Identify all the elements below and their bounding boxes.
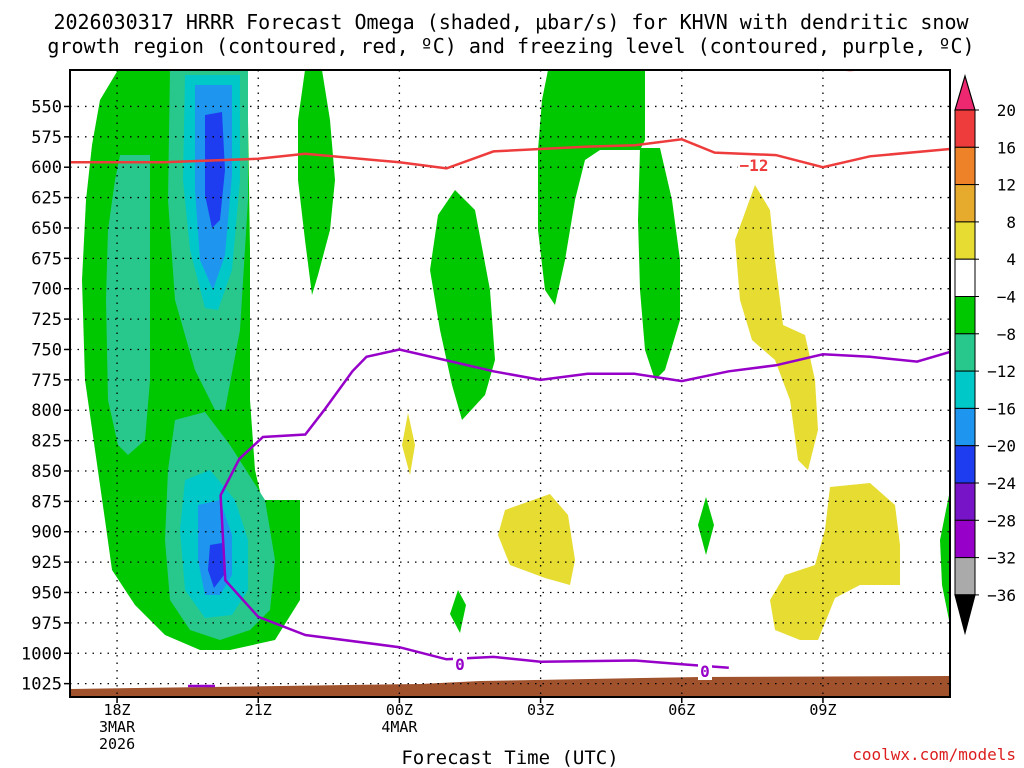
contour-label-bg-purple-1 xyxy=(453,657,467,673)
omega-region-green-edge xyxy=(940,490,950,625)
plot-frame xyxy=(69,69,951,698)
colorbar-swatch xyxy=(954,221,976,260)
chart-title-line2: growth region (contoured, red, ºC) and f… xyxy=(47,34,974,58)
omega-region-yellow-3 xyxy=(498,494,575,585)
colorbar-swatch xyxy=(954,296,976,335)
colorbar-label: −4 xyxy=(997,288,1016,307)
y-tick-label: 975 xyxy=(31,614,62,634)
omega-region-green-blob-2 xyxy=(698,497,714,555)
colorbar-label: 16 xyxy=(997,138,1016,157)
colorbar: 20 16 12 8 4 −4 −8 −12 −16 −20 −24 −28 −32 −36 xyxy=(954,73,1016,636)
y-tick-label: 825 xyxy=(31,432,62,452)
colorbar-label: 4 xyxy=(1006,250,1016,269)
colorbar-label: 12 xyxy=(997,176,1016,195)
y-tick-label: 625 xyxy=(31,189,62,209)
omega-region-yellow-2 xyxy=(402,413,415,475)
contour-label-purple-2: 0 xyxy=(700,662,710,681)
contour-line-dendritic-top-fragment xyxy=(82,70,108,71)
x-tick-label: 21Z xyxy=(245,701,272,719)
y-tick-label: 725 xyxy=(31,310,62,330)
chart-title-line1: 2026030317 HRRR Forecast Omega (shaded, … xyxy=(53,10,969,34)
y-tick-label: 1025 xyxy=(21,675,62,695)
y-tick-label: 700 xyxy=(31,280,62,300)
y-tick-label: 775 xyxy=(31,371,62,391)
colorbar-label: −24 xyxy=(987,474,1016,493)
colorbar-label: −8 xyxy=(997,325,1016,344)
omega-region-green-column-3 xyxy=(538,70,645,305)
colorbar-swatch xyxy=(954,109,976,148)
colorbar-swatch xyxy=(954,407,976,447)
y-tick-label: 750 xyxy=(31,340,62,360)
x-tick-label: 18Z xyxy=(104,701,131,719)
colorbar-label: −36 xyxy=(987,586,1016,605)
colorbar-label: −12 xyxy=(987,362,1016,381)
colorbar-arrow-top xyxy=(954,73,976,111)
omega-region-green-column-2 xyxy=(430,190,495,420)
colorbar-swatch xyxy=(954,445,976,484)
omega-region-green-column-4 xyxy=(638,148,680,380)
colorbar-label: −28 xyxy=(987,511,1016,530)
colorbar-swatch xyxy=(954,370,976,409)
y-tick-label: 950 xyxy=(31,584,62,604)
y-tick-label: 800 xyxy=(31,401,62,421)
omega-region-darkblue-upper xyxy=(205,112,225,228)
plot-area: −12 0 0 xyxy=(70,70,950,697)
omega-region-yellow-1 xyxy=(735,185,818,470)
terrain-ground xyxy=(70,676,950,697)
contour-label-red: −12 xyxy=(740,156,769,175)
colorbar-swatch xyxy=(954,482,976,521)
contour-label-bg-purple-2 xyxy=(698,664,712,680)
colorbar-swatch xyxy=(954,184,976,223)
x-axis-label: Forecast Time (UTC) xyxy=(401,747,618,768)
y-tick-label: 925 xyxy=(31,553,62,573)
x-tick-label: 09Z xyxy=(809,701,836,719)
credit-text: coolwx.com/models xyxy=(852,745,1016,764)
contour-label-bg-red xyxy=(738,157,770,175)
y-tick-label: 1000 xyxy=(21,644,62,664)
omega-region-green-blob xyxy=(450,590,466,633)
x-tick-label: 4MAR xyxy=(381,718,418,736)
contour-line-dendritic-snow-growth xyxy=(70,138,950,170)
x-tick-label: 06Z xyxy=(668,701,695,719)
x-tick-label: 00Z xyxy=(386,701,413,719)
x-tick-label: 2026 xyxy=(99,735,135,753)
colorbar-label: −32 xyxy=(987,549,1016,568)
omega-region-teal xyxy=(106,155,150,455)
omega-region-green-column-1 xyxy=(298,70,335,295)
y-tick-label: 575 xyxy=(31,128,62,148)
y-tick-label: 850 xyxy=(31,462,62,482)
colorbar-label: 8 xyxy=(1006,213,1016,232)
y-tick-label: 550 xyxy=(31,97,62,117)
colorbar-label: −20 xyxy=(987,437,1016,456)
colorbar-swatch xyxy=(954,146,976,186)
y-tick-label: 600 xyxy=(31,158,62,178)
x-tick-label: 03Z xyxy=(527,701,554,719)
colorbar-label: −16 xyxy=(987,399,1016,418)
colorbar-swatch xyxy=(954,258,976,298)
colorbar-swatch xyxy=(954,333,976,372)
y-axis-ticks: 550 575 600 625 650 675 700 725 750 775 800 825 850 8… xyxy=(21,97,70,695)
y-tick-label: 900 xyxy=(31,523,62,543)
y-tick-label: 675 xyxy=(31,249,62,269)
y-tick-label: 875 xyxy=(31,492,62,512)
y-tick-label: 650 xyxy=(31,219,62,239)
colorbar-arrow-bottom xyxy=(954,594,976,636)
colorbar-label: 20 xyxy=(997,101,1016,120)
contour-label-purple-1: 0 xyxy=(455,655,465,674)
omega-region-darkblue-lower xyxy=(208,543,224,588)
x-tick-label: 3MAR xyxy=(99,718,136,736)
colorbar-swatch xyxy=(954,519,976,559)
colorbar-swatch xyxy=(954,557,976,596)
